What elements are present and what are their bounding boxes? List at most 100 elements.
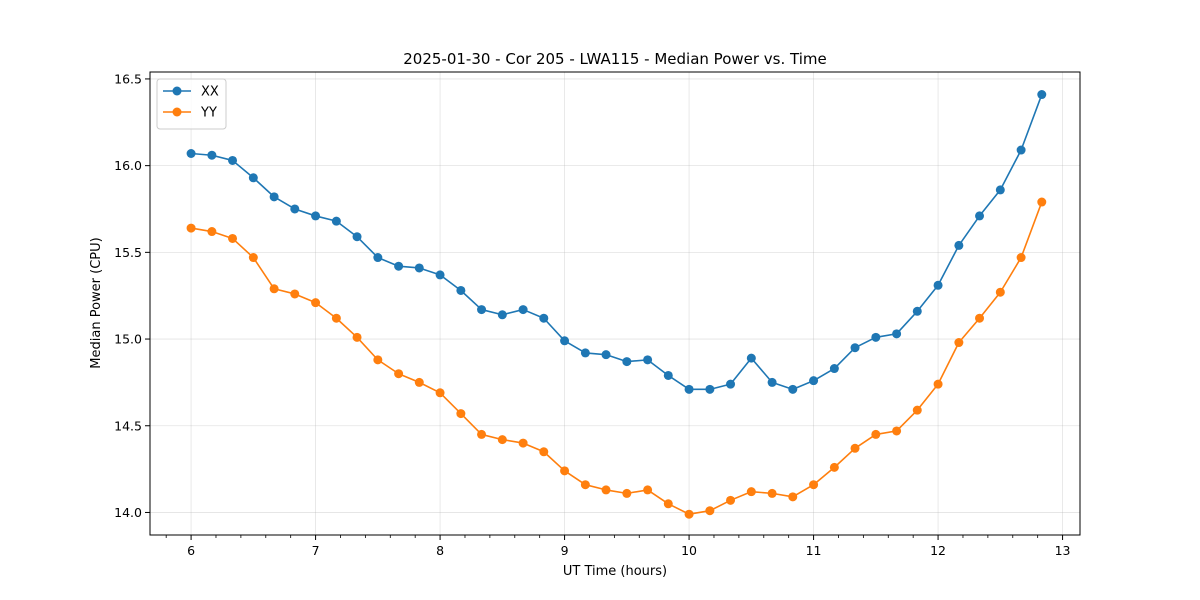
legend-marker-yy xyxy=(172,107,182,117)
data-point-xx xyxy=(871,332,881,342)
data-point-xx xyxy=(601,350,611,360)
legend-marker-xx xyxy=(172,86,182,96)
data-point-yy xyxy=(622,488,632,498)
data-point-xx xyxy=(995,185,1005,195)
data-point-xx xyxy=(622,357,632,367)
x-tick-label: 7 xyxy=(312,543,320,558)
data-point-yy xyxy=(1037,197,1047,207)
data-point-yy xyxy=(871,429,881,439)
data-point-xx xyxy=(933,280,943,290)
data-point-xx xyxy=(248,173,258,183)
data-point-xx xyxy=(414,263,424,273)
y-tick-label: 15.0 xyxy=(114,332,142,347)
x-tick-label: 10 xyxy=(681,543,697,558)
data-point-yy xyxy=(497,435,507,445)
data-point-xx xyxy=(663,370,673,380)
data-point-yy xyxy=(290,289,300,299)
legend-label-xx: XX xyxy=(201,85,219,100)
x-tick-label: 12 xyxy=(930,543,946,558)
data-point-xx xyxy=(726,379,736,389)
data-point-xx xyxy=(643,355,653,365)
data-point-yy xyxy=(829,462,839,472)
data-point-xx xyxy=(829,364,839,374)
data-point-xx xyxy=(456,285,466,295)
y-tick-label: 16.0 xyxy=(114,158,142,173)
data-point-xx xyxy=(477,305,487,315)
data-point-xx xyxy=(539,313,549,323)
data-point-yy xyxy=(1016,253,1026,263)
data-point-xx xyxy=(892,329,902,339)
data-point-xx xyxy=(228,155,238,165)
data-point-yy xyxy=(394,369,404,379)
data-point-yy xyxy=(186,223,196,233)
data-point-yy xyxy=(207,227,217,237)
data-point-yy xyxy=(477,429,487,439)
data-point-xx xyxy=(912,306,922,316)
data-point-xx xyxy=(394,261,404,271)
x-axis: 6 7 8 9 10 11 12 13 xyxy=(165,535,1071,558)
data-point-yy xyxy=(352,332,362,342)
series-layer xyxy=(186,90,1047,519)
x-tick-label: 11 xyxy=(806,543,822,558)
x-tick-label: 13 xyxy=(1055,543,1071,558)
y-tick-label: 15.5 xyxy=(114,245,142,260)
data-point-yy xyxy=(373,355,383,365)
data-point-yy xyxy=(705,506,715,516)
x-tick-label: 9 xyxy=(561,543,569,558)
x-tick-label: 8 xyxy=(436,543,444,558)
data-point-xx xyxy=(1016,145,1026,155)
data-point-yy xyxy=(933,379,943,389)
data-point-yy xyxy=(560,466,570,476)
data-point-yy xyxy=(456,409,466,419)
data-point-xx xyxy=(290,204,300,214)
data-point-yy xyxy=(248,253,258,263)
data-point-yy xyxy=(954,338,964,348)
data-point-yy xyxy=(643,485,653,495)
data-point-yy xyxy=(809,480,819,490)
data-point-xx xyxy=(497,310,507,320)
legend-label-yy: YY xyxy=(200,106,217,121)
data-point-xx xyxy=(560,336,570,346)
data-point-xx xyxy=(705,384,715,394)
data-point-xx xyxy=(269,192,279,202)
data-point-xx xyxy=(186,149,196,159)
data-point-xx xyxy=(767,377,777,387)
data-point-xx xyxy=(352,232,362,242)
data-point-yy xyxy=(767,488,777,498)
data-point-xx xyxy=(311,211,321,221)
data-point-yy xyxy=(311,298,321,308)
data-point-xx xyxy=(746,353,756,363)
data-point-yy xyxy=(975,313,985,323)
data-point-xx xyxy=(518,305,528,315)
data-point-yy xyxy=(892,426,902,436)
series-yy xyxy=(186,197,1047,519)
data-point-yy xyxy=(995,287,1005,297)
data-point-yy xyxy=(435,388,445,398)
data-point-xx xyxy=(435,270,445,280)
y-axis-label: Median Power (CPU) xyxy=(89,237,104,368)
data-point-yy xyxy=(912,405,922,415)
series-xx xyxy=(186,90,1047,394)
data-point-yy xyxy=(601,485,611,495)
legend: XX YY xyxy=(156,78,227,130)
plot-frame xyxy=(149,71,1081,536)
data-point-yy xyxy=(414,377,424,387)
data-point-yy xyxy=(684,509,694,519)
data-point-xx xyxy=(809,376,819,386)
data-point-xx xyxy=(373,253,383,263)
data-point-yy xyxy=(269,284,279,294)
data-point-xx xyxy=(954,240,964,250)
grid-lines xyxy=(150,72,1080,535)
data-point-xx xyxy=(580,348,590,358)
y-tick-label: 14.5 xyxy=(114,418,142,433)
x-axis-label: UT Time (hours) xyxy=(563,564,667,579)
data-point-yy xyxy=(228,233,238,243)
data-point-yy xyxy=(518,438,528,448)
data-point-yy xyxy=(331,313,341,323)
data-point-yy xyxy=(663,499,673,509)
chart-title: 2025-01-30 - Cor 205 - LWA115 - Median P… xyxy=(403,50,827,68)
data-point-yy xyxy=(850,443,860,453)
data-point-xx xyxy=(975,211,985,221)
data-point-yy xyxy=(726,495,736,505)
